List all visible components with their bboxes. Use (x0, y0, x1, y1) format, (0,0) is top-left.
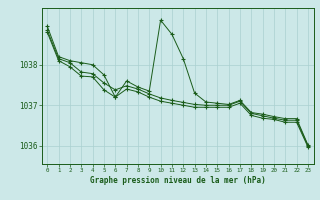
X-axis label: Graphe pression niveau de la mer (hPa): Graphe pression niveau de la mer (hPa) (90, 176, 266, 185)
